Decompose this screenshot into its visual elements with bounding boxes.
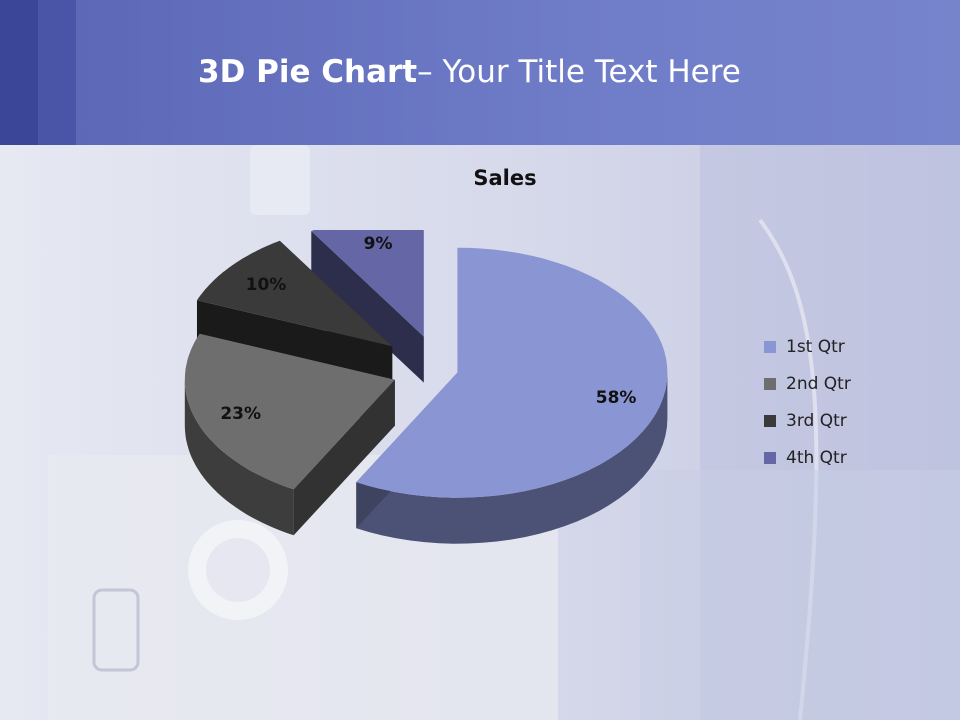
pie-slice-side [356,372,668,544]
pie-slice-1 [356,247,668,544]
legend-swatch [764,341,776,353]
pie-data-label: 58% [596,388,637,408]
pie-slice-top [356,247,668,498]
slide-title-bold: 3D Pie Chart [198,54,418,90]
legend-label: 2nd Qtr [786,374,851,394]
pie-data-label: 10% [246,275,287,295]
pie-slice-edge [311,231,424,383]
legend-swatch [764,452,776,464]
pie-slice-top [311,230,424,337]
pie-data-label: 9% [364,234,393,254]
chart-title: Sales [473,166,537,190]
header-accent-stripe [0,0,38,145]
legend-label: 1st Qtr [786,337,845,357]
legend-label: 3rd Qtr [786,411,847,431]
pie-slice-top [184,333,395,490]
pie-data-label: 23% [220,404,261,424]
slide-title-rest: – Your Title Text Here [417,54,741,90]
header-accent-stripe [38,0,76,145]
pie-chart: 58% 23% 10% 9% [184,230,668,544]
slide-header [0,0,960,145]
slide-title: 3D Pie Chart– Your Title Text Here [198,50,741,94]
legend-label: 4th Qtr [786,448,847,468]
pie-slice-top [197,240,393,347]
pie-slice-2 [184,333,395,536]
pie-slice-side [184,379,294,536]
pie-slice-4 [311,230,424,383]
legend-swatch [764,378,776,390]
legend-swatch [764,415,776,427]
